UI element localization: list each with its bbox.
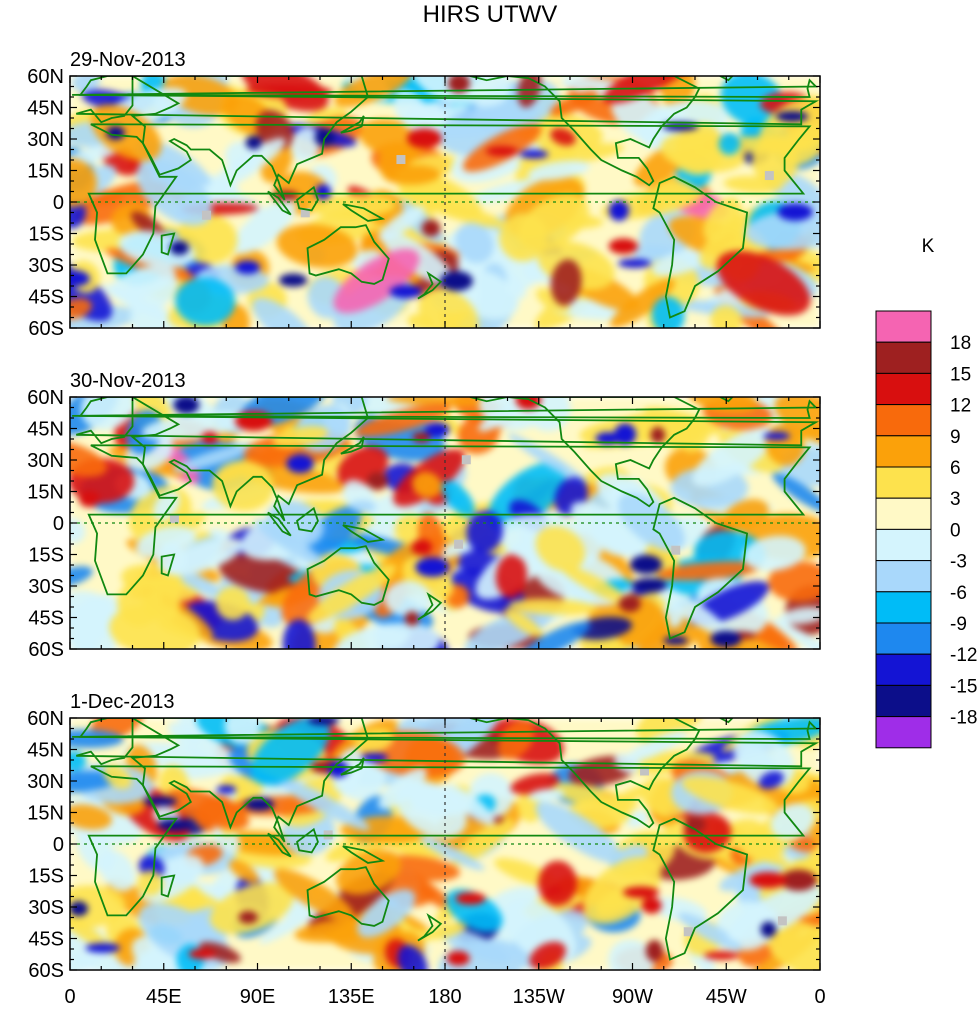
field-panel-2	[70, 397, 820, 649]
y-tick-label: 45S	[28, 608, 64, 630]
y-tick-label: 45S	[28, 929, 64, 951]
y-tick-label: 0	[53, 834, 64, 856]
colorbar-label: -18	[950, 708, 977, 729]
colorbar-box	[875, 404, 932, 437]
colorbar-box	[875, 653, 932, 686]
colorbar-box	[875, 372, 932, 406]
y-tick-label: 60S	[28, 960, 64, 982]
colorbar-box	[875, 684, 932, 718]
y-tick-label: 60N	[27, 708, 64, 730]
x-tick-label: 135E	[328, 986, 375, 1008]
panel-date-title: 30-Nov-2013	[70, 370, 186, 392]
figure-title: HIRS UTWV	[423, 1, 558, 28]
colorbar-box	[875, 716, 932, 749]
panel-2: 60N 45N 30N 15N 0 15S 30S 45S 60S 30-Nov-2013	[27, 370, 821, 661]
x-tick-label: 180	[428, 986, 461, 1008]
y-tick-label: 45N	[27, 740, 64, 762]
colorbar-box	[875, 591, 932, 624]
x-axis-tick-labels: 0 45E 90E 135E 180 135W 90W 45W 0	[64, 986, 825, 1008]
field-panel-1	[70, 76, 820, 328]
colorbar-box	[875, 435, 932, 468]
colorbar-label: 9	[950, 427, 961, 448]
y-tick-label: 30N	[27, 129, 64, 151]
colorbar-label: 0	[950, 520, 961, 541]
colorbar-box	[875, 466, 932, 499]
x-tick-label: 135W	[513, 986, 565, 1008]
colorbar-label: 15	[950, 364, 971, 385]
y-tick-label: 45N	[27, 98, 64, 120]
colorbar-box	[875, 310, 932, 343]
y-tick-label: 45S	[28, 287, 64, 309]
x-tick-label: 45W	[706, 986, 747, 1008]
colorbar-label: 3	[950, 489, 961, 510]
x-tick-label: 0	[814, 986, 825, 1008]
x-tick-label: 45E	[146, 986, 182, 1008]
y-tick-label: 60N	[27, 66, 64, 88]
y-tick-label: 15N	[27, 482, 64, 504]
colorbar-box	[875, 560, 932, 593]
panel-date-title: 1-Dec-2013	[70, 691, 175, 713]
y-tick-label: 15S	[28, 866, 64, 888]
panel-1: 60N 45N 30N 15N 0 15S 30S 45S 60S 29-Nov-2013	[27, 49, 821, 340]
y-tick-label: 0	[53, 192, 64, 214]
colorbar-box	[875, 497, 932, 530]
y-tick-label: 15N	[27, 161, 64, 183]
panel-date-title: 29-Nov-2013	[70, 49, 186, 71]
panel-3: 60N 45N 30N 15N 0 15S 30S 45S 60S 1-Dec-2013	[27, 691, 821, 982]
colorbar-label: -3	[950, 552, 967, 573]
y-tick-label: 45N	[27, 419, 64, 441]
colorbar-label: -9	[950, 614, 967, 635]
coastlines-panel-2	[72, 397, 820, 640]
y-tick-label: 15S	[28, 224, 64, 246]
colorbar-units: K	[922, 236, 935, 257]
colorbar-box	[875, 341, 932, 374]
y-tick-label: 30S	[28, 576, 64, 598]
coastlines-panel-3	[72, 718, 820, 961]
x-tick-label: 90W	[612, 986, 653, 1008]
y-tick-label: 60S	[28, 639, 64, 661]
y-tick-label: 30S	[28, 897, 64, 919]
y-tick-label: 60S	[28, 318, 64, 340]
x-tick-label: 0	[64, 986, 75, 1008]
colorbar-box	[875, 528, 932, 562]
y-tick-label: 60N	[27, 387, 64, 409]
y-tick-label: 30N	[27, 450, 64, 472]
x-tick-label: 90E	[240, 986, 276, 1008]
y-tick-label: 30S	[28, 255, 64, 277]
field-panel-3	[70, 718, 820, 970]
coastlines-panel-1	[72, 76, 820, 319]
colorbar-label: -12	[950, 645, 977, 666]
colorbar-label: -15	[950, 676, 977, 697]
y-tick-label: 15N	[27, 803, 64, 825]
colorbar-label: 6	[950, 458, 961, 479]
colorbar-label: 12	[950, 396, 971, 417]
y-tick-label: 15S	[28, 545, 64, 567]
colorbar-label: -6	[950, 583, 967, 604]
colorbar-box	[875, 622, 932, 655]
colorbar-label: 18	[950, 333, 971, 354]
y-tick-label: 30N	[27, 771, 64, 793]
colorbar: 18 15 12 9 6 3 0 -3 -6 -9 -12 -15 -18	[875, 310, 977, 749]
y-tick-label: 0	[53, 513, 64, 535]
